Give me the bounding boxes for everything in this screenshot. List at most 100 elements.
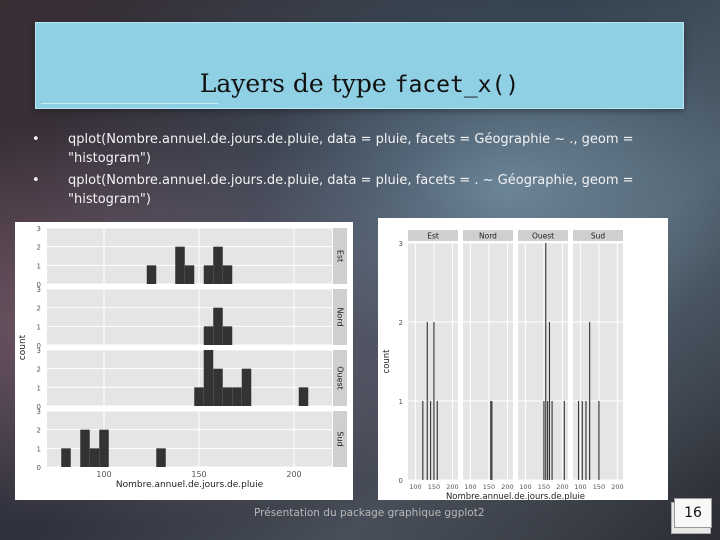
facet-strip-label: Est	[427, 232, 439, 241]
facet-strip-label: Nord	[479, 232, 497, 241]
histogram-bar	[548, 322, 551, 480]
facet-strip	[408, 230, 458, 241]
x-tick-label: 100	[574, 483, 586, 491]
y-tick-label: 2	[399, 319, 403, 327]
histogram-bar	[213, 368, 223, 406]
histogram-bar	[232, 387, 242, 406]
panel-background	[47, 289, 332, 345]
x-tick-label: 200	[446, 483, 458, 491]
x-tick-label: 150	[428, 483, 440, 491]
histogram-bar	[203, 326, 214, 345]
title-code: facet_x()	[394, 72, 520, 98]
title-divider	[41, 103, 219, 104]
histogram-bar	[203, 350, 214, 406]
histogram-bar	[80, 429, 90, 467]
facet-strip-label: Est	[336, 250, 345, 262]
facet-strip-label: Nord	[336, 307, 345, 326]
y-tick-label: 2	[37, 427, 41, 435]
slide-title: Layers de type facet_x()	[36, 69, 683, 98]
x-tick-label: 200	[286, 470, 301, 479]
facet-rows-chart: Est 0 1 2 3 Nord 0 1 2 3 Ouest 0 1 2 3 Sud 0 1 2 3 100 150 200…	[18, 225, 347, 490]
y-tick-label: 3	[399, 240, 403, 248]
facet-strip-label: Sud	[336, 431, 345, 446]
histogram-bar	[222, 387, 233, 406]
histogram-bar	[436, 401, 438, 480]
y-tick-label: 1	[37, 445, 41, 453]
facet-rows-plot: Est 0 1 2 3 Nord 0 1 2 3 Ouest 0 1 2 3 Sud 0 1 2 3 100 150 200…	[15, 222, 353, 500]
x-tick-label: 200	[501, 483, 513, 491]
y-tick-label: 1	[37, 323, 41, 331]
histogram-bar	[543, 401, 545, 480]
x-tick-label: 150	[593, 483, 605, 491]
title-text: Layers de type	[199, 69, 395, 98]
x-tick-label: 200	[556, 483, 568, 491]
histogram-bar	[430, 401, 432, 480]
y-tick-label: 3	[37, 286, 41, 294]
facet-strip-label: Ouest	[336, 366, 345, 390]
histogram-bar	[547, 401, 549, 480]
bullet-dot: •	[32, 173, 40, 188]
histogram-bar	[585, 401, 587, 480]
y-axis-title: count	[382, 349, 392, 374]
histogram-bar	[490, 401, 492, 480]
x-tick-label: 150	[538, 483, 550, 491]
slide-footer: Présentation du package graphique ggplot…	[254, 507, 485, 519]
y-axis-title: count	[18, 334, 28, 360]
panel-background	[408, 243, 458, 480]
histogram-bar	[241, 368, 252, 406]
bullet-text: qplot(Nombre.annuel.de.jours.de.pluie, d…	[68, 132, 634, 166]
histogram-bar	[433, 322, 435, 480]
histogram-bar	[61, 448, 71, 467]
y-tick-label: 1	[37, 262, 41, 270]
bullet-text: qplot(Nombre.annuel.de.jours.de.pluie, d…	[68, 173, 634, 207]
histogram-bar	[491, 401, 493, 480]
x-tick-label: 100	[409, 483, 421, 491]
y-tick-label: 1	[399, 398, 403, 406]
panel-background	[573, 243, 623, 480]
histogram-bar	[89, 448, 100, 467]
histogram-bar	[578, 401, 580, 480]
histogram-bar	[426, 322, 428, 480]
y-tick-label: 3	[37, 225, 41, 233]
x-tick-label: 100	[519, 483, 531, 491]
histogram-bar	[298, 387, 309, 406]
y-tick-label: 0	[37, 342, 41, 350]
histogram-bar	[551, 401, 553, 480]
panel-background	[518, 243, 568, 480]
histogram-bar	[422, 401, 424, 480]
slide-title-box: Layers de type facet_x()	[35, 22, 684, 109]
histogram-bar	[598, 401, 600, 480]
page-number-badge: 16	[671, 498, 712, 534]
histogram-bar	[213, 246, 223, 284]
histogram-bar	[146, 265, 157, 284]
facet-strip-label: Ouest	[532, 232, 554, 241]
facet-strip	[573, 230, 623, 241]
x-tick-label: 200	[611, 483, 623, 491]
histogram-bar	[545, 243, 547, 480]
y-tick-label: 3	[37, 408, 41, 416]
y-tick-label: 0	[37, 281, 41, 289]
histogram-bar	[203, 265, 214, 284]
facet-strip	[518, 230, 568, 241]
bullet-item: • qplot(Nombre.annuel.de.jours.de.pluie,…	[30, 130, 690, 168]
y-tick-label: 0	[399, 477, 403, 485]
bullet-item: • qplot(Nombre.annuel.de.jours.de.pluie,…	[30, 171, 690, 209]
facet-strip	[463, 230, 513, 241]
facet-strip	[333, 228, 347, 284]
y-tick-label: 3	[37, 347, 41, 355]
x-tick-label: 150	[483, 483, 495, 491]
facet-strip	[333, 289, 347, 345]
histogram-bar	[589, 322, 591, 480]
histogram-bar	[222, 326, 233, 345]
histogram-bar	[99, 429, 109, 467]
y-tick-label: 2	[37, 305, 41, 313]
y-tick-label: 0	[37, 403, 41, 411]
x-tick-label: 100	[96, 470, 111, 479]
bullet-list: • qplot(Nombre.annuel.de.jours.de.pluie,…	[30, 130, 690, 212]
histogram-bar	[222, 265, 233, 284]
x-tick-label: 150	[191, 470, 206, 479]
facet-strip	[333, 350, 347, 406]
y-tick-label: 2	[37, 366, 41, 374]
histogram-bar	[194, 387, 204, 406]
histogram-bar	[184, 265, 195, 284]
